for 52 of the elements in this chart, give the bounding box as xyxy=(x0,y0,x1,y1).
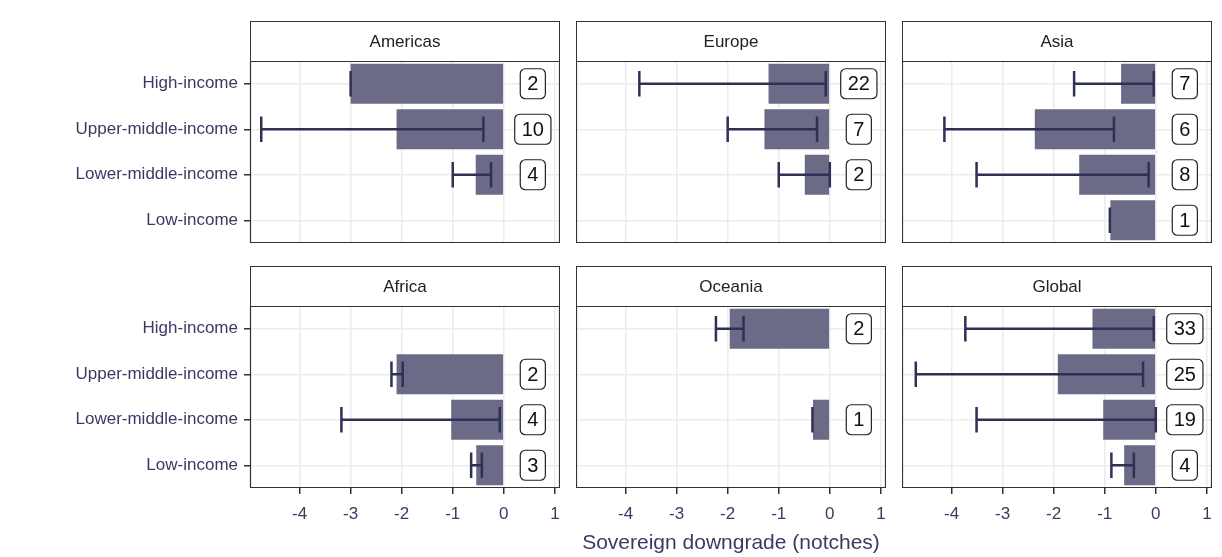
x-tick-label: 1 xyxy=(1202,503,1212,523)
x-tick-label: -1 xyxy=(771,503,787,523)
chart-title: Africa xyxy=(250,266,560,307)
annotation: 10 xyxy=(521,117,544,140)
annotation: 2 xyxy=(853,163,865,186)
x-tick-label: -2 xyxy=(1046,503,1062,523)
annotation: 1 xyxy=(853,408,865,431)
x-tick-label: -4 xyxy=(943,503,960,523)
annotation: 8 xyxy=(1179,163,1191,186)
annotation: 2 xyxy=(853,317,865,340)
y-tick-label: Lower-middle-income xyxy=(75,164,238,184)
annotation: 33 xyxy=(1173,317,1196,340)
y-tick-label: Upper-middle-income xyxy=(75,118,238,138)
annotation: 7 xyxy=(853,117,865,140)
annotation: 1 xyxy=(1179,208,1191,231)
x-tick-label: 0 xyxy=(825,503,835,523)
chart-title: Europe xyxy=(576,21,886,62)
x-tick-label: -1 xyxy=(1097,503,1113,523)
chart-title: Asia xyxy=(902,21,1212,62)
annotation: 25 xyxy=(1173,362,1196,385)
annotation: 2 xyxy=(527,362,539,385)
y-tick-label: Lower-middle-income xyxy=(75,409,238,429)
annotation: 7 xyxy=(1179,72,1191,95)
x-tick-label: 0 xyxy=(499,503,509,523)
x-axis-title: Sovereign downgrade (notches) xyxy=(581,530,881,554)
y-tick-label: High-income xyxy=(142,73,238,93)
chart-title: Oceania xyxy=(576,266,886,307)
annotation: 4 xyxy=(527,408,539,431)
annotation: 4 xyxy=(527,163,539,186)
chart-title: Americas xyxy=(250,21,560,62)
x-tick-label: -4 xyxy=(617,503,634,523)
x-tick-label: 1 xyxy=(876,503,886,523)
x-tick-label: -2 xyxy=(720,503,736,523)
x-tick-label: 0 xyxy=(1151,503,1161,523)
y-tick-label: Low-income xyxy=(146,209,238,229)
annotation: 6 xyxy=(1179,117,1191,140)
x-tick-label: -1 xyxy=(445,503,461,523)
x-tick-label: -3 xyxy=(669,503,685,523)
y-tick-label: High-income xyxy=(142,318,238,338)
x-tick-label: -3 xyxy=(995,503,1011,523)
annotation: 19 xyxy=(1173,408,1196,431)
annotation: 4 xyxy=(1179,453,1191,476)
y-tick-label: Upper-middle-income xyxy=(75,363,238,383)
x-tick-label: -3 xyxy=(343,503,359,523)
chart-title: Global xyxy=(902,266,1212,307)
x-tick-label: -4 xyxy=(291,503,308,523)
annotation: 2 xyxy=(527,72,539,95)
x-tick-label: -2 xyxy=(394,503,410,523)
y-tick-label: Low-income xyxy=(146,454,238,474)
x-tick-label: 1 xyxy=(550,503,560,523)
annotation: 3 xyxy=(527,453,539,476)
annotation: 22 xyxy=(847,72,870,95)
